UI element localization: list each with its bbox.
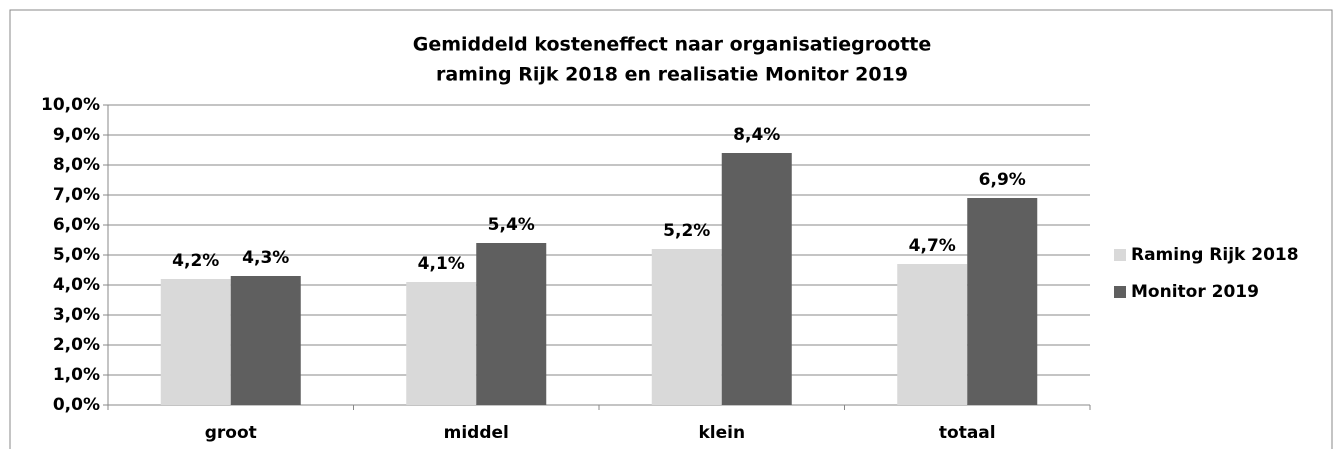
value-label: 4,2% [172, 251, 219, 271]
chart-title: raming Rijk 2018 en realisatie Monitor 2… [436, 64, 908, 86]
legend-label: Raming Rijk 2018 [1131, 245, 1299, 265]
x-tick-label: groot [205, 423, 257, 443]
bar [230, 276, 301, 405]
value-label: 5,2% [663, 221, 710, 241]
bar [406, 282, 477, 405]
y-tick-label: 0,0% [53, 395, 100, 415]
y-tick-label: 3,0% [53, 305, 100, 325]
y-tick-label: 6,0% [53, 215, 100, 235]
bar [160, 279, 231, 405]
legend-swatch [1114, 249, 1126, 261]
chart-title: Gemiddeld kosteneffect naar organisatieg… [413, 34, 932, 56]
y-tick-label: 5,0% [53, 245, 100, 265]
bar [721, 153, 792, 405]
value-label: 6,9% [979, 170, 1026, 190]
value-label: 4,1% [418, 254, 465, 274]
x-tick-label: middel [444, 423, 509, 443]
y-tick-label: 10,0% [41, 95, 100, 115]
value-label: 4,3% [242, 248, 289, 268]
y-tick-label: 4,0% [53, 275, 100, 295]
bar [651, 249, 722, 405]
value-label: 4,7% [909, 236, 956, 256]
value-label: 5,4% [488, 215, 535, 235]
legend-label: Monitor 2019 [1131, 282, 1259, 302]
bar [476, 243, 547, 405]
chart-frame [9, 9, 1333, 449]
value-label: 8,4% [733, 125, 780, 145]
legend-swatch [1114, 286, 1126, 298]
bar [967, 198, 1038, 405]
y-tick-label: 7,0% [53, 185, 100, 205]
x-tick-label: klein [698, 423, 745, 443]
bar [897, 264, 968, 405]
x-tick-label: totaal [939, 423, 996, 443]
y-tick-label: 9,0% [53, 125, 100, 145]
y-tick-label: 1,0% [53, 365, 100, 385]
y-tick-label: 8,0% [53, 155, 100, 175]
y-tick-label: 2,0% [53, 335, 100, 355]
